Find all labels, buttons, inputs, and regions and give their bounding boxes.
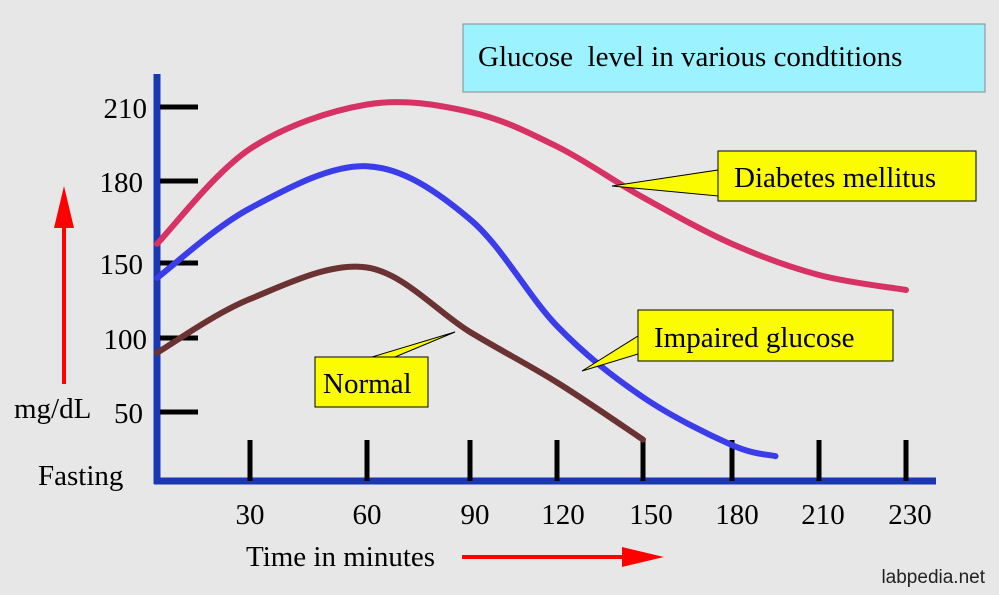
x-tick-label-30: 30: [236, 499, 265, 531]
y-arrow-head: [54, 186, 74, 228]
y-tick-label-100: 100: [104, 324, 148, 356]
title-box: [462, 23, 986, 93]
y-axis-label: mg/dL: [14, 393, 91, 425]
x-axis-label: Time in minutes: [246, 541, 435, 573]
y-tick-label-150: 150: [100, 249, 144, 281]
callout-box-diabetes: [717, 150, 977, 202]
series-line-impaired-glucose: [154, 163, 779, 460]
x-tick-label-120: 120: [541, 499, 585, 531]
x-arrow-head: [622, 547, 664, 567]
series-line-normal: [154, 263, 646, 443]
y-tick-label-180: 180: [100, 167, 144, 199]
x-tick-label-210: 210: [801, 499, 845, 531]
chart-title: Glucose level in various condtitions: [478, 41, 902, 73]
x-tick-marks: [247, 440, 909, 481]
series-line-diabetes-mellitus: [154, 99, 909, 293]
y-tick-label-210: 210: [104, 93, 148, 125]
callout-label-diabetes: Diabetes mellitus: [734, 162, 936, 194]
x-zero-label: Fasting: [38, 460, 123, 492]
callout-box-normal: [314, 356, 429, 408]
x-tick-label-90: 90: [461, 499, 490, 531]
x-tick-label-150: 150: [629, 499, 673, 531]
callout-box-impaired: [637, 309, 894, 362]
x-tick-label-180: 180: [715, 499, 759, 531]
source-label: labpedia.net: [881, 567, 985, 588]
y-tick-label-50: 50: [114, 398, 143, 430]
callout-label-normal: Normal: [323, 368, 412, 400]
x-tick-label-230: 230: [888, 499, 932, 531]
x-tick-label-60: 60: [353, 499, 382, 531]
callout-label-impaired: Impaired glucose: [654, 322, 855, 354]
